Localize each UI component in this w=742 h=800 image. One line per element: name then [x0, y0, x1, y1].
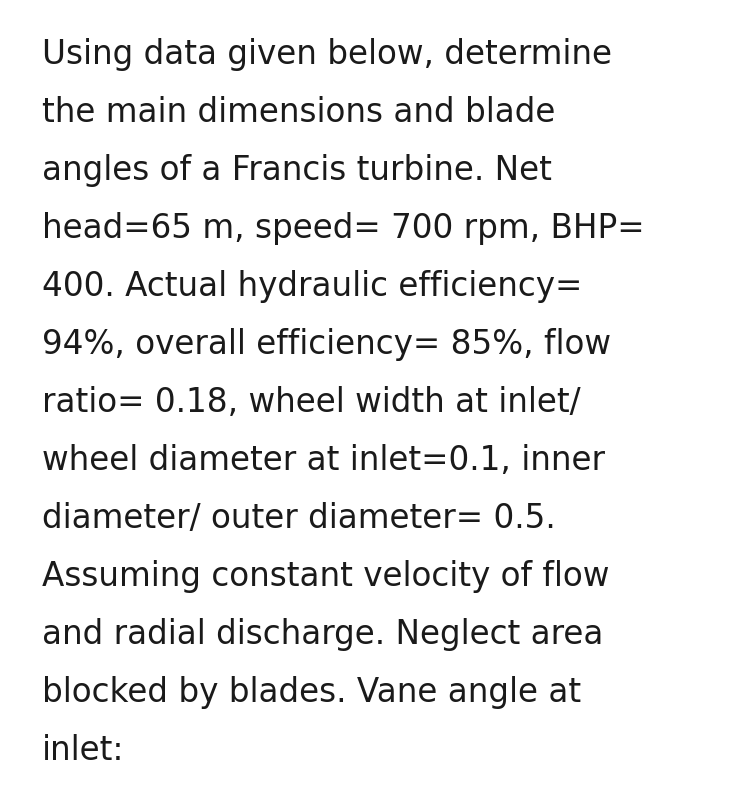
- Text: diameter/ outer diameter= 0.5.: diameter/ outer diameter= 0.5.: [42, 502, 556, 535]
- Text: wheel diameter at inlet=0.1, inner: wheel diameter at inlet=0.1, inner: [42, 444, 605, 477]
- Text: Assuming constant velocity of flow: Assuming constant velocity of flow: [42, 560, 609, 593]
- Text: Using data given below, determine: Using data given below, determine: [42, 38, 612, 71]
- Text: head=65 m, speed= 700 rpm, BHP=: head=65 m, speed= 700 rpm, BHP=: [42, 212, 645, 245]
- Text: ratio= 0.18, wheel width at inlet/: ratio= 0.18, wheel width at inlet/: [42, 386, 581, 419]
- Text: the main dimensions and blade: the main dimensions and blade: [42, 96, 555, 129]
- Text: blocked by blades. Vane angle at: blocked by blades. Vane angle at: [42, 676, 581, 709]
- Text: and radial discharge. Neglect area: and radial discharge. Neglect area: [42, 618, 603, 651]
- Text: inlet:: inlet:: [42, 734, 125, 767]
- Text: 400. Actual hydraulic efficiency=: 400. Actual hydraulic efficiency=: [42, 270, 582, 303]
- Text: angles of a Francis turbine. Net: angles of a Francis turbine. Net: [42, 154, 552, 187]
- Text: 94%, overall efficiency= 85%, flow: 94%, overall efficiency= 85%, flow: [42, 328, 611, 361]
